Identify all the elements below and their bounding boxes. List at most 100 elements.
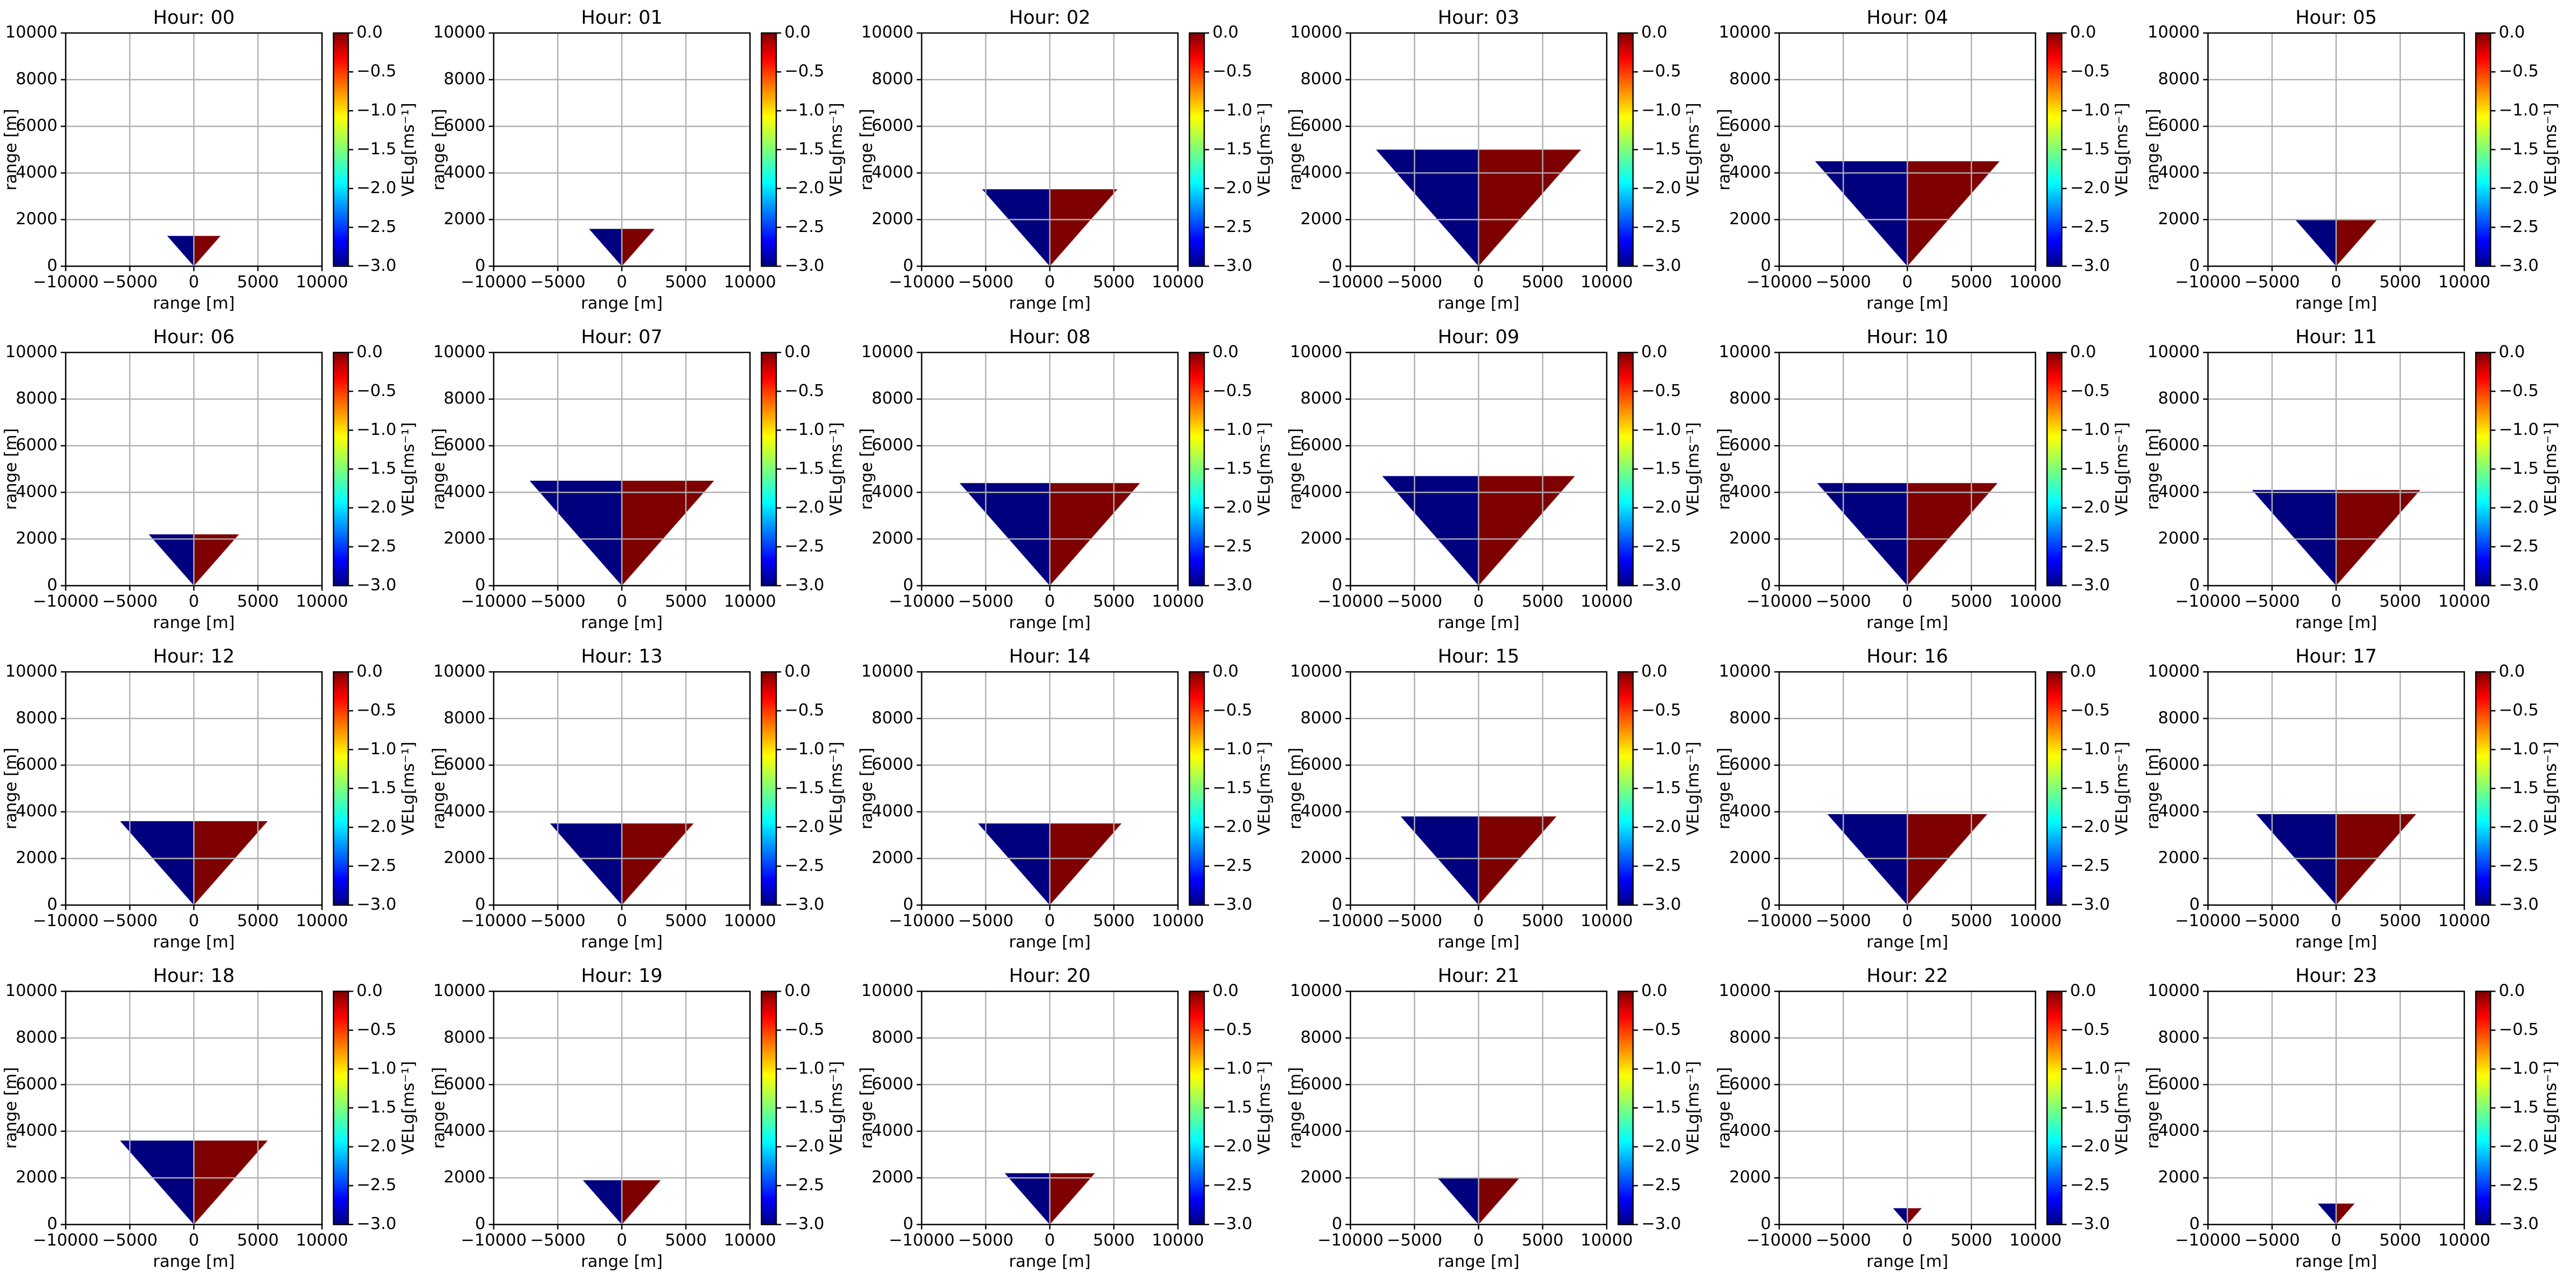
colorbar-tick-label: −2.0	[357, 498, 397, 517]
x-tick-label: −5000	[1816, 592, 1871, 611]
subplot: −10000 −5000 0 5000 10000 0 2000 4000 6000 8000 10…	[1286, 965, 1703, 1271]
y-tick-label: 2000	[444, 1168, 485, 1187]
x-tick-label: 10000	[2009, 1231, 2062, 1250]
colorbar-tick-label: −1.5	[1212, 779, 1252, 797]
subplot: −10000 −5000 0 5000 10000 0 2000 4000 6000 8000 10…	[1286, 326, 1703, 632]
subplot: −10000 −5000 0 5000 10000 0 2000 4000 6000 8000 10…	[430, 646, 846, 952]
y-axis-label: range [m]	[1715, 428, 1734, 510]
echo-wedge-negative	[167, 236, 194, 267]
y-tick-label: 10000	[2147, 23, 2200, 42]
chart-title: Hour: 13	[581, 646, 663, 667]
y-tick-label: 2000	[872, 209, 913, 228]
x-tick-label: 0	[189, 1231, 199, 1250]
x-tick-label: 5000	[237, 1231, 278, 1250]
echo-wedge-negative	[1376, 149, 1479, 267]
y-tick-label: 6000	[2158, 436, 2199, 455]
y-tick-label: 8000	[16, 1028, 57, 1047]
x-tick-label: 0	[1044, 1231, 1055, 1250]
x-axis-label: range [m]	[1866, 1252, 1948, 1271]
colorbar-label: VELg[ms⁻¹]	[827, 1061, 846, 1155]
echo-wedge-positive	[1907, 1208, 1922, 1225]
plot-frame	[65, 991, 323, 1225]
echo-wedge-positive	[622, 480, 715, 586]
y-tick-label: 0	[1332, 576, 1342, 595]
echo-wedge-negative	[1827, 814, 1908, 905]
plot-frame	[493, 352, 751, 586]
x-tick-label: 10000	[2009, 272, 2062, 291]
y-tick-label: 0	[1761, 576, 1771, 595]
echo-wedge-positive	[622, 229, 655, 267]
colorbar	[333, 33, 349, 267]
y-tick-label: 4000	[1729, 1121, 1771, 1140]
y-tick-label: 8000	[2158, 389, 2199, 408]
colorbar-tick-label: −1.0	[785, 101, 825, 120]
subplot: −10000 −5000 0 5000 10000 0 2000 4000 6000 8000 10…	[430, 965, 846, 1271]
y-tick-label: 2000	[872, 1168, 913, 1187]
chart-title: Hour: 21	[1438, 965, 1519, 987]
echo-wedge-positive	[1478, 149, 1581, 267]
x-tick-label: 10000	[2438, 1231, 2491, 1250]
colorbar-tick-label: −2.0	[1212, 1137, 1252, 1156]
colorbar-tick-label: −3.0	[1212, 895, 1252, 914]
subplot: −10000 −5000 0 5000 10000 0 2000 4000 6000 8000 10…	[2, 7, 418, 313]
colorbar-tick-label: −3.0	[2499, 256, 2539, 275]
colorbar-tick-label: −0.5	[1641, 381, 1681, 400]
y-tick-label: 8000	[444, 70, 485, 88]
colorbar-tick-label: −1.0	[357, 101, 397, 120]
colorbar-tick-label: −1.0	[2499, 1059, 2539, 1078]
x-tick-label: 5000	[1522, 592, 1564, 611]
chart-title: Hour: 11	[2295, 326, 2377, 348]
y-tick-label: 8000	[1300, 389, 1342, 408]
colorbar-tick-label: −3.0	[357, 1214, 397, 1233]
x-tick-label: 5000	[1950, 592, 1992, 611]
y-tick-label: 10000	[861, 23, 914, 42]
x-tick-label: 5000	[1093, 272, 1134, 291]
x-axis-label: range [m]	[2295, 613, 2377, 632]
y-axis-label: range [m]	[2, 1067, 21, 1149]
colorbar-tick-label: −1.0	[1212, 420, 1252, 439]
y-tick-label: 0	[903, 256, 913, 275]
x-tick-label: 5000	[2380, 592, 2421, 611]
y-tick-label: 2000	[16, 209, 57, 228]
y-axis-label: range [m]	[858, 748, 876, 830]
colorbar-label: VELg[ms⁻¹]	[1255, 742, 1274, 836]
y-tick-label: 8000	[1729, 708, 1771, 727]
y-tick-label: 4000	[2158, 482, 2199, 501]
x-tick-label: −5000	[530, 912, 586, 931]
colorbar-label: VELg[ms⁻¹]	[827, 103, 846, 196]
x-tick-label: 0	[616, 592, 627, 611]
chart-title: Hour: 14	[1009, 646, 1091, 667]
x-tick-label: −10000	[461, 272, 527, 291]
colorbar	[2047, 352, 2062, 586]
echo-wedge-negative	[959, 483, 1050, 586]
x-tick-label: −10000	[33, 912, 99, 931]
y-tick-label: 2000	[444, 849, 485, 868]
colorbar-tick-label: −2.5	[1212, 537, 1252, 556]
colorbar-label: VELg[ms⁻¹]	[2541, 422, 2560, 516]
x-axis-label: range [m]	[2295, 933, 2377, 952]
colorbar-tick-label: −1.0	[2499, 101, 2539, 120]
y-tick-label: 8000	[1300, 1028, 1342, 1047]
colorbar-tick-label: −2.5	[1641, 537, 1681, 556]
colorbar-tick-label: 0.0	[1212, 662, 1238, 681]
colorbar-tick-label: −0.5	[2499, 701, 2539, 720]
colorbar-tick-label: −2.5	[2070, 856, 2110, 875]
y-tick-label: 4000	[2158, 1121, 2199, 1140]
x-tick-label: 5000	[1093, 912, 1134, 931]
colorbar	[761, 672, 777, 905]
echo-wedge-negative	[120, 1141, 194, 1225]
x-tick-label: −5000	[102, 1231, 158, 1250]
y-tick-label: 4000	[1729, 482, 1771, 501]
x-axis-label: range [m]	[581, 1252, 663, 1271]
colorbar-tick-label: −3.0	[2070, 1214, 2110, 1233]
y-tick-label: 10000	[1290, 343, 1342, 361]
colorbar-tick-label: −3.0	[2070, 576, 2110, 595]
colorbar-tick-label: −2.0	[2499, 179, 2539, 197]
colorbar	[2047, 672, 2062, 905]
colorbar-tick-label: −1.5	[357, 1098, 397, 1117]
y-axis-label: range [m]	[2, 748, 21, 830]
y-tick-label: 10000	[861, 662, 914, 681]
colorbar-tick-label: 0.0	[2070, 981, 2096, 1000]
y-axis-label: range [m]	[858, 109, 876, 191]
